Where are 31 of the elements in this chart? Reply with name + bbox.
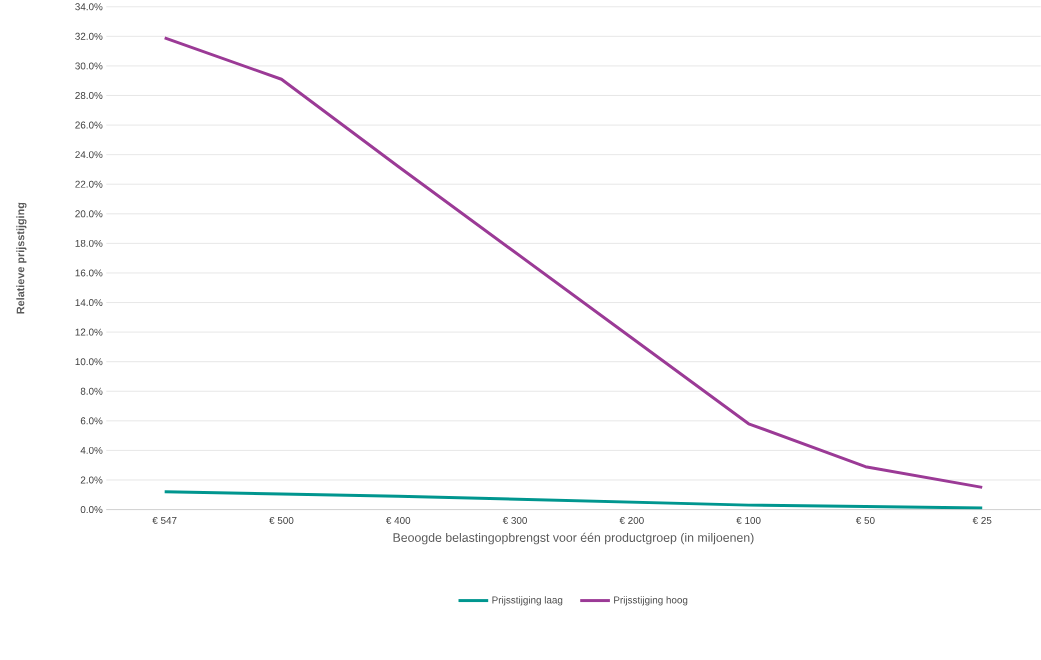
y-tick-label: 10.0% bbox=[75, 357, 103, 365]
y-tick-label: 28.0% bbox=[75, 91, 103, 99]
line-series bbox=[163, 36, 984, 489]
x-tick-label: € 200 bbox=[619, 516, 644, 524]
x-tick-label: € 50 bbox=[855, 516, 875, 524]
legend-label: Prijsstijging laag bbox=[492, 596, 563, 606]
y-tick-label: 8.0% bbox=[80, 387, 103, 395]
y-tick-label: 2.0% bbox=[80, 476, 103, 484]
y-tick-label: 18.0% bbox=[75, 239, 103, 247]
x-axis-title: Beoogde belastingopbrengst voor één productgroep (in miljoenen) bbox=[393, 532, 754, 545]
x-tick-label: € 25 bbox=[972, 516, 992, 524]
x-tick-label: € 100 bbox=[736, 516, 761, 524]
y-tick-label: 6.0% bbox=[80, 417, 103, 425]
y-tick-label: 20.0% bbox=[75, 210, 103, 218]
y-tick-label: 4.0% bbox=[80, 446, 103, 454]
y-tick-label: 22.0% bbox=[75, 180, 103, 188]
y-tick-label: 26.0% bbox=[75, 121, 103, 129]
y-tick-label: 14.0% bbox=[75, 298, 103, 306]
y-tick-label: 16.0% bbox=[75, 269, 103, 277]
y-tick-label: 24.0% bbox=[75, 150, 103, 158]
x-tick-label: € 547 bbox=[152, 516, 177, 524]
y-tick-label: 30.0% bbox=[75, 62, 103, 70]
x-tick-label: € 500 bbox=[269, 516, 294, 524]
x-tick-label: € 400 bbox=[386, 516, 411, 524]
y-tick-label: 0.0% bbox=[80, 505, 103, 513]
x-tick-label: € 300 bbox=[502, 516, 527, 524]
y-tick-label: 12.0% bbox=[75, 328, 103, 336]
y-axis-title: Relatieve prijsstijging bbox=[16, 202, 27, 314]
legend-label: Prijsstijging hoog bbox=[614, 596, 688, 606]
y-tick-label: 32.0% bbox=[75, 32, 103, 40]
y-tick-label: 34.0% bbox=[75, 3, 103, 11]
